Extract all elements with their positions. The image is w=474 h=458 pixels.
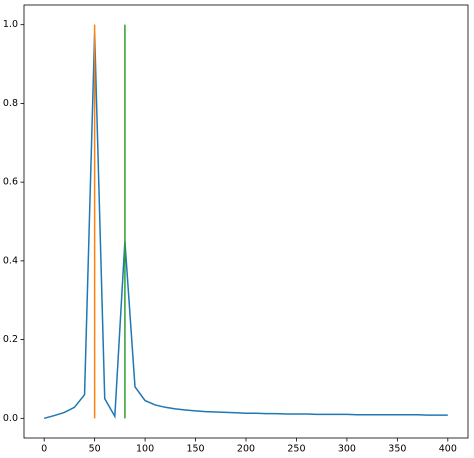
x-tick-label: 150	[186, 444, 204, 455]
x-tick-label: 200	[237, 444, 255, 455]
x-tick-label: 50	[89, 444, 101, 455]
x-tick-label: 400	[439, 444, 457, 455]
x-tick-label: 0	[41, 444, 47, 455]
y-tick-label: 0.4	[3, 255, 18, 266]
y-tick-label: 0.6	[3, 177, 18, 188]
x-tick-label: 100	[136, 444, 154, 455]
y-tick-label: 0.8	[3, 98, 18, 109]
x-tick-label: 250	[287, 444, 305, 455]
x-tick-label: 300	[338, 444, 356, 455]
axes-frame	[23, 4, 469, 439]
y-tick-label: 0.2	[3, 334, 18, 345]
y-tick-label: 0.0	[3, 413, 18, 424]
series-line	[43, 32, 448, 420]
y-tick-label: 1.0	[3, 19, 18, 30]
x-tick-label: 350	[388, 444, 406, 455]
